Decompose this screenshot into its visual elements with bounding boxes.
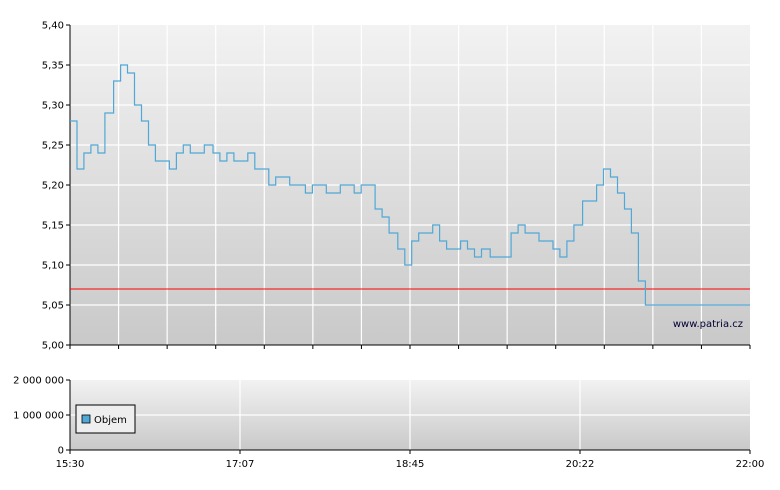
- legend-label-objem: Objem: [94, 415, 127, 426]
- price-y-tick-label: 5,40: [42, 21, 64, 32]
- volume-legend: Objem: [75, 404, 136, 434]
- volume-panel: 0 1 000 000 2 000 000 15:30 17:07 18:45 20:22…: [13, 376, 764, 471]
- price-y-tick-label: 5,00: [42, 341, 64, 352]
- price-y-tick-label: 5,35: [42, 61, 64, 72]
- price-y-tick-label: 5,30: [42, 101, 64, 112]
- price-y-tick-label: 5,20: [42, 181, 64, 192]
- price-x-ticks: [69, 345, 751, 349]
- volume-grid: [70, 380, 750, 450]
- volume-x-axis: 15:30 17:07 18:45 20:22 22:00: [56, 450, 765, 470]
- volume-y-axis: 0 1 000 000 2 000 000: [13, 376, 70, 457]
- price-y-axis: 5,00 5,05 5,10 5,15 5,20 5,25 5,30 5,35 5,40: [42, 21, 70, 352]
- volume-x-tick-label: 18:45: [396, 459, 425, 470]
- volume-x-tick-label: 22:00: [736, 459, 765, 470]
- price-panel: 5,00 5,05 5,10 5,15 5,20 5,25 5,30 5,35 5,40 www…: [42, 21, 751, 352]
- volume-x-tick-label: 15:30: [56, 459, 85, 470]
- volume-y-tick-label: 2 000 000: [13, 376, 64, 387]
- price-y-tick-label: 5,05: [42, 301, 64, 312]
- legend-swatch: [81, 414, 91, 424]
- price-y-tick-label: 5,25: [42, 141, 64, 152]
- volume-x-tick-label: 17:07: [226, 459, 255, 470]
- price-series-line: [70, 64, 750, 306]
- watermark: www.patria.cz: [673, 319, 743, 330]
- volume-y-tick-label: 1 000 000: [13, 411, 64, 422]
- price-y-tick-label: 5,10: [42, 261, 64, 272]
- volume-x-tick-label: 20:22: [566, 459, 595, 470]
- price-y-tick-label: 5,15: [42, 221, 64, 232]
- volume-y-tick-label: 0: [58, 446, 64, 457]
